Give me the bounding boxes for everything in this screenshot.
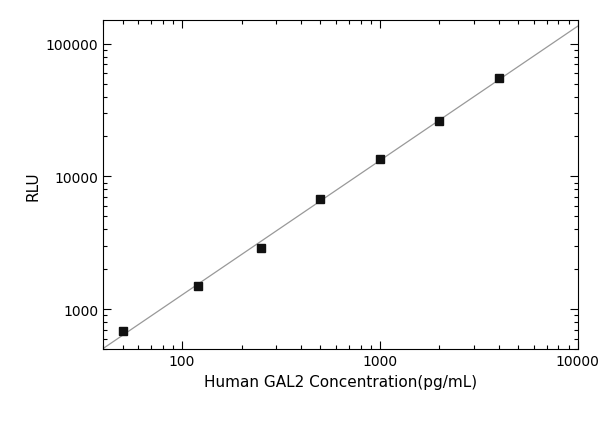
- X-axis label: Human GAL2 Concentration(pg/mL): Human GAL2 Concentration(pg/mL): [204, 374, 477, 389]
- Y-axis label: RLU: RLU: [26, 170, 40, 200]
